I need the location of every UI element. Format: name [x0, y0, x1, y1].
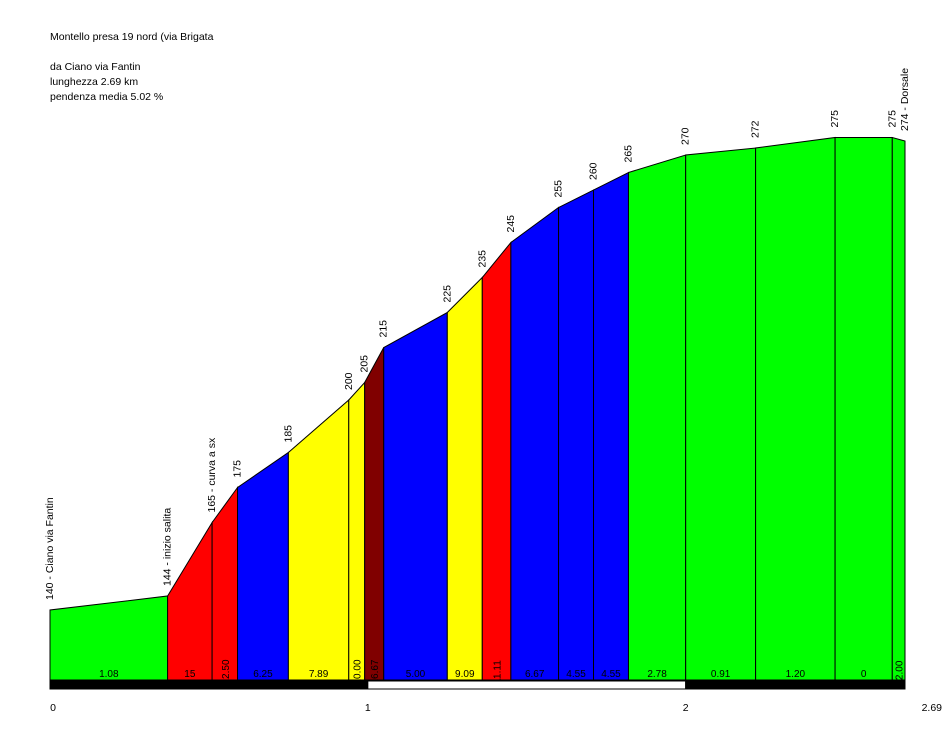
gradient-segment: [211, 485, 239, 681]
profile-avg-gradient: pendenza media 5.02 %: [50, 91, 164, 103]
x-tick-label: 2: [683, 702, 689, 714]
x-tick-label: 0: [50, 702, 56, 714]
gradient-label: -2.00: [895, 660, 906, 683]
elevation-label: 185: [282, 425, 294, 443]
elevation-label: 275: [886, 110, 898, 128]
x-tick-labels: 0 1 2 2.69: [50, 702, 942, 714]
profile-subtitle: da Ciano via Fantin: [50, 61, 141, 73]
gradient-segment: [49, 595, 169, 681]
gradient-segment: [510, 206, 560, 681]
distance-scale-bar: [49, 680, 906, 690]
elevation-label: 272: [750, 120, 762, 138]
elevation-label: 270: [680, 127, 692, 145]
elevation-label: 255: [553, 180, 565, 198]
profile-title: Montello presa 19 nord (via Brigata: [50, 31, 214, 43]
gradient-segment: [685, 147, 757, 681]
gradient-segment: [348, 381, 366, 681]
gradient-label: 6.67: [525, 669, 545, 680]
gradient-segment: [287, 398, 350, 681]
gradient-label: 9.09: [455, 669, 475, 680]
gradient-label: 7.89: [309, 669, 329, 680]
elevation-label: 165 - curva a sx: [206, 437, 218, 512]
gradient-label: 6.25: [253, 669, 273, 680]
gradient-label: 10.00: [353, 659, 364, 684]
elevation-label: 275: [829, 110, 841, 128]
elevation-label: 274 - Dorsale: [899, 68, 911, 131]
elevation-label: 205: [359, 355, 371, 373]
gradient-label: 16.67: [370, 659, 381, 684]
elevation-label: 245: [505, 215, 517, 233]
gradient-segment: [558, 189, 595, 681]
elevation-label: 144 - inizio salita: [162, 508, 174, 586]
gradient-label: 4.55: [601, 669, 621, 680]
gradient-segment: [481, 241, 512, 681]
gradient-label: 11.11: [493, 660, 504, 684]
gradient-label: 2.78: [647, 669, 667, 680]
scale-bar-block: [685, 680, 906, 690]
scale-bar-block: [367, 680, 687, 690]
gradient-segment: [237, 451, 289, 681]
elevation-labels: 140 - Ciano via Fantin 144 - inizio salit…: [44, 68, 911, 600]
gradient-label: 15: [184, 669, 196, 680]
gradient-segment: [383, 311, 448, 681]
profile-length: lunghezza 2.69 km: [50, 76, 139, 88]
gradient-segment: [364, 347, 385, 681]
gradient-segment: [446, 276, 483, 681]
gradient-label: 0: [861, 669, 867, 680]
gradient-segment: [891, 136, 906, 681]
elevation-label: 140 - Ciano via Fantin: [44, 497, 56, 600]
elevation-label: 265: [622, 145, 634, 163]
gradient-segment: [593, 171, 629, 681]
x-tick-label: 2.69: [922, 702, 943, 714]
scale-bar-block: [49, 680, 369, 690]
gradient-segments: [49, 136, 906, 681]
elevation-label: 260: [588, 162, 600, 180]
elevation-label: 235: [476, 250, 488, 268]
gradient-labels: 1.08 15 12.50 6.25 7.89 10.00 16.67 5.00 9.09 11.…: [99, 659, 906, 684]
gradient-segment: [627, 154, 687, 681]
profile-header: Montello presa 19 nord (via Brigata da C…: [50, 30, 213, 105]
elevation-label: 200: [343, 372, 355, 390]
gradient-label: 1.08: [99, 669, 119, 680]
gradient-label: 12.50: [221, 659, 232, 684]
elevation-label: 175: [232, 460, 244, 478]
gradient-segment: [755, 136, 836, 681]
gradient-label: 1.20: [786, 669, 806, 680]
gradient-label: 5.00: [406, 669, 426, 680]
x-tick-label: 1: [365, 702, 371, 714]
elevation-label: 225: [441, 285, 453, 303]
gradient-label: 4.55: [566, 669, 586, 680]
gradient-segment: [834, 137, 893, 681]
gradient-segment: [167, 520, 213, 681]
gradient-label: 0.91: [711, 669, 731, 680]
elevation-label: 215: [378, 320, 390, 338]
